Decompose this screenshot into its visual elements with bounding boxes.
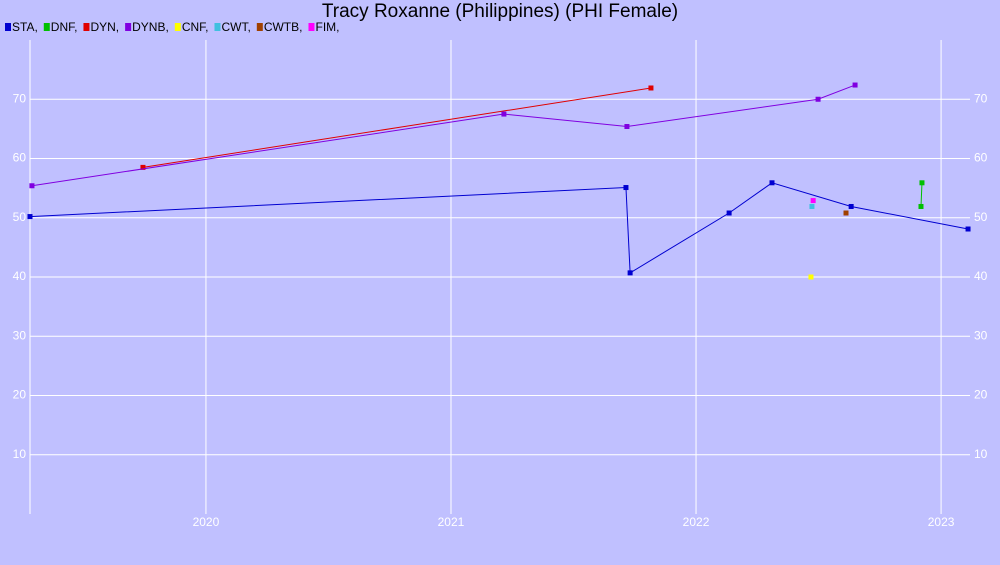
legend-label: CNF, [182, 20, 209, 34]
y2-tick-label: 10 [974, 447, 988, 461]
legend-label: CWT, [221, 20, 250, 34]
y-tick-label: 10 [13, 447, 27, 461]
data-point [769, 180, 775, 186]
data-point [27, 214, 33, 220]
legend-swatch [125, 23, 132, 31]
data-point [623, 185, 629, 191]
data-point [726, 210, 732, 216]
data-point [809, 203, 815, 209]
y-tick-label: 40 [13, 269, 27, 283]
data-point [848, 203, 854, 209]
data-point [648, 85, 654, 91]
legend-swatch [256, 23, 263, 31]
y-tick-label: 70 [13, 91, 27, 105]
data-point [815, 96, 821, 102]
y2-tick-label: 60 [974, 151, 988, 165]
series-line [142, 87, 652, 168]
data-point [918, 203, 924, 209]
legend-label: DYN, [90, 20, 119, 34]
legend-label: CWTB, [264, 20, 303, 34]
data-point [919, 180, 925, 186]
data-point [501, 111, 507, 117]
legend-label: STA, [12, 20, 38, 34]
legend-swatch [308, 23, 315, 31]
y-tick-label: 30 [13, 328, 27, 342]
legend-swatch [174, 23, 181, 31]
y2-tick-label: 70 [974, 91, 988, 105]
x-tick-label: 2022 [683, 515, 710, 529]
data-point [810, 198, 816, 204]
data-point [852, 82, 858, 88]
y-tick-label: 60 [13, 151, 27, 165]
legend-swatch [214, 23, 221, 31]
legend-label: DNF, [51, 20, 78, 34]
data-point [624, 124, 630, 130]
y2-tick-label: 30 [974, 328, 988, 342]
data-point [965, 226, 971, 232]
y2-tick-label: 20 [974, 388, 988, 402]
chart-title: Tracy Roxanne (Philippines) (PHI Female) [322, 1, 678, 22]
legend-swatch [43, 23, 50, 31]
data-point [627, 270, 633, 276]
data-point [808, 274, 814, 280]
data-point [843, 210, 849, 216]
y-tick-label: 50 [13, 210, 27, 224]
legend-swatch [5, 23, 11, 31]
series-line [920, 182, 923, 207]
y2-tick-label: 40 [974, 269, 988, 283]
x-tick-label: 2023 [928, 515, 955, 529]
legend-label: FIM, [315, 20, 339, 34]
data-point [140, 164, 146, 170]
x-tick-label: 2021 [438, 515, 465, 529]
legend-swatch [83, 23, 90, 31]
legend-label: DYNB, [132, 20, 169, 34]
data-point [29, 183, 35, 189]
y2-tick-label: 50 [974, 210, 988, 224]
y-tick-label: 20 [13, 388, 27, 402]
x-tick-label: 2020 [193, 515, 220, 529]
